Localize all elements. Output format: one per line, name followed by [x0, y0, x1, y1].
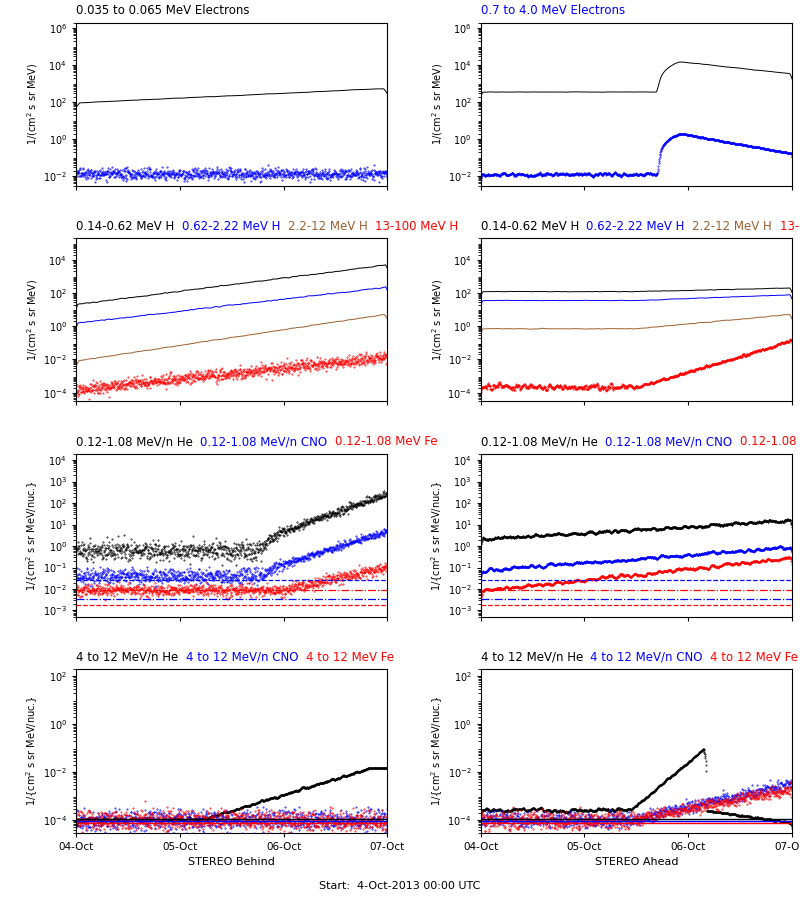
Text: 13-100 MeV H: 13-100 MeV H	[375, 220, 458, 233]
Text: 4 to 12 MeV/n He: 4 to 12 MeV/n He	[481, 651, 590, 664]
Text: 0.7 to 4.0 MeV Electrons: 0.7 to 4.0 MeV Electrons	[481, 4, 625, 17]
Text: 0.12-1.08 MeV/n He: 0.12-1.08 MeV/n He	[76, 436, 200, 448]
Text: 0.12-1.08 MeV/n CNO: 0.12-1.08 MeV/n CNO	[605, 436, 740, 448]
Y-axis label: 1/(cm$^2$ s sr MeV): 1/(cm$^2$ s sr MeV)	[26, 63, 41, 145]
Y-axis label: 1/{cm$^2$ s sr MeV/nuc.}: 1/{cm$^2$ s sr MeV/nuc.}	[429, 696, 445, 806]
Text: 4 to 12 MeV/n He: 4 to 12 MeV/n He	[76, 651, 186, 664]
Text: 4 to 12 MeV Fe: 4 to 12 MeV Fe	[710, 651, 798, 664]
Text: 0.62-2.22 MeV H: 0.62-2.22 MeV H	[586, 220, 692, 233]
Text: 2.2-12 MeV H: 2.2-12 MeV H	[288, 220, 375, 233]
Text: 4 to 12 MeV Fe: 4 to 12 MeV Fe	[306, 651, 394, 664]
Text: 0.12-1.08 MeV Fe: 0.12-1.08 MeV Fe	[740, 436, 800, 448]
Text: 2.2-12 MeV H: 2.2-12 MeV H	[692, 220, 779, 233]
Y-axis label: 1/{cm$^2$ s sr MeV/nuc.}: 1/{cm$^2$ s sr MeV/nuc.}	[430, 480, 445, 590]
Text: 0.14-0.62 MeV H: 0.14-0.62 MeV H	[481, 220, 586, 233]
Y-axis label: 1/(cm$^2$ s sr MeV): 1/(cm$^2$ s sr MeV)	[430, 63, 445, 145]
Y-axis label: 1/(cm$^2$ s sr MeV): 1/(cm$^2$ s sr MeV)	[430, 278, 445, 361]
Text: 4 to 12 MeV/n CNO: 4 to 12 MeV/n CNO	[186, 651, 306, 664]
Text: Start:  4-Oct-2013 00:00 UTC: Start: 4-Oct-2013 00:00 UTC	[319, 881, 481, 891]
Text: 0.12-1.08 MeV Fe: 0.12-1.08 MeV Fe	[335, 436, 438, 448]
Text: 4 to 12 MeV/n CNO: 4 to 12 MeV/n CNO	[590, 651, 710, 664]
X-axis label: STEREO Behind: STEREO Behind	[188, 857, 275, 867]
Text: 0.12-1.08 MeV/n CNO: 0.12-1.08 MeV/n CNO	[200, 436, 335, 448]
Text: 0.14-0.62 MeV H: 0.14-0.62 MeV H	[76, 220, 182, 233]
Y-axis label: 1/(cm$^2$ s sr MeV): 1/(cm$^2$ s sr MeV)	[25, 278, 40, 361]
Text: 0.62-2.22 MeV H: 0.62-2.22 MeV H	[182, 220, 288, 233]
Text: 0.12-1.08 MeV/n He: 0.12-1.08 MeV/n He	[481, 436, 605, 448]
Y-axis label: 1/{cm$^2$ s sr MeV/nuc.}: 1/{cm$^2$ s sr MeV/nuc.}	[24, 696, 40, 806]
Text: 0.035 to 0.065 MeV Electrons: 0.035 to 0.065 MeV Electrons	[76, 4, 250, 17]
Text: 13-100 MeV H: 13-100 MeV H	[779, 220, 800, 233]
X-axis label: STEREO Ahead: STEREO Ahead	[594, 857, 678, 867]
Y-axis label: 1/{cm$^2$ s sr MeV/nuc.}: 1/{cm$^2$ s sr MeV/nuc.}	[25, 480, 40, 590]
